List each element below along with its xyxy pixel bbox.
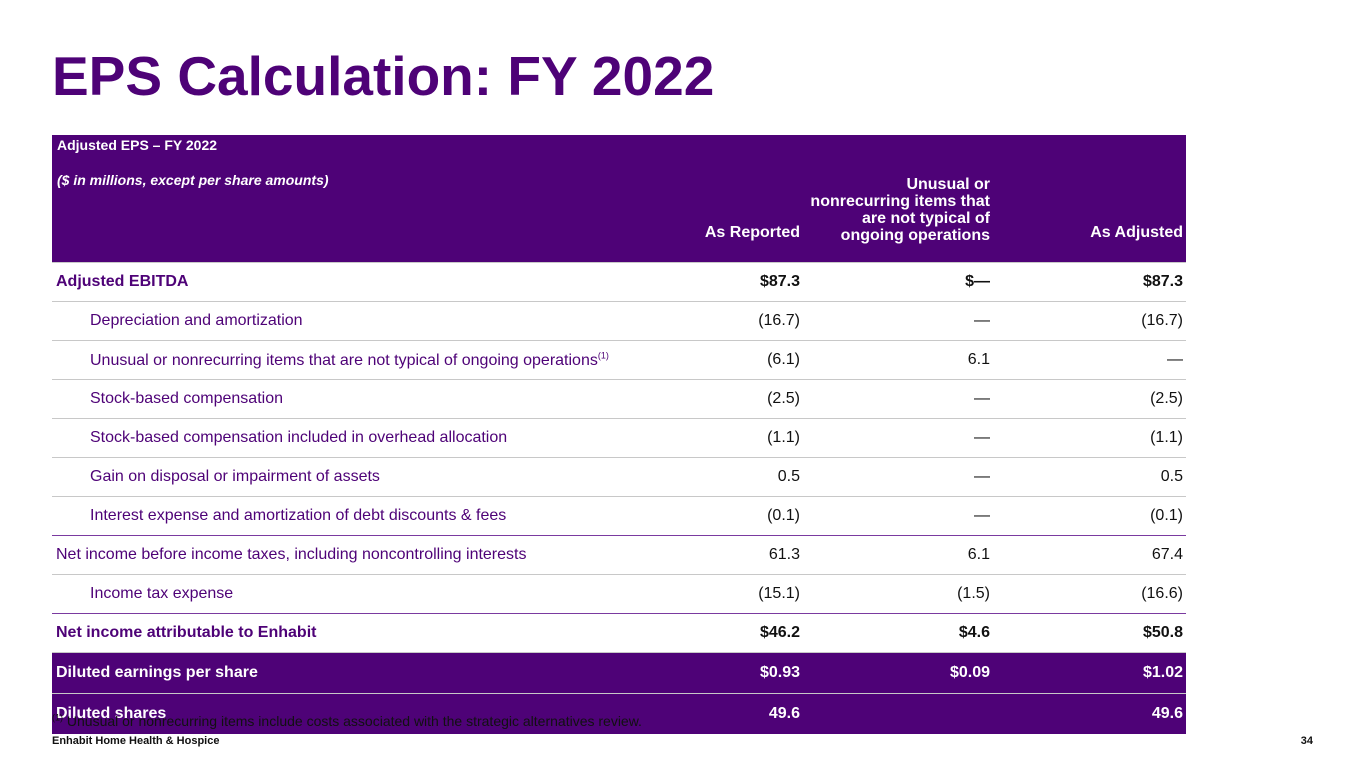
table-caption: Adjusted EPS – FY 2022: [57, 137, 218, 153]
cell-unusual-items: $0.09: [803, 652, 993, 694]
cell-as-adjusted: (16.7): [993, 301, 1186, 341]
cell-as-reported: $0.93: [622, 652, 803, 694]
cell-as-reported: 0.5: [622, 457, 803, 497]
cell-as-reported: (16.7): [622, 301, 803, 341]
footnote-marker: (1): [597, 350, 609, 361]
cell-as-adjusted: $87.3: [993, 262, 1186, 302]
cell-unusual-items: 6.1: [803, 340, 993, 380]
table-header-row: Adjusted EPS – FY 2022 ($ in millions, e…: [52, 135, 1186, 263]
footnote-text: Unusual or nonrecurring items include co…: [63, 713, 642, 729]
cell-as-adjusted: (0.1): [993, 496, 1186, 536]
table-units-note: ($ in millions, except per share amounts…: [57, 172, 329, 188]
column-header-unusual-items: Unusual or nonrecurring items that are n…: [803, 135, 993, 263]
row-label: Adjusted EBITDA: [52, 262, 622, 302]
page-title: EPS Calculation: FY 2022: [52, 45, 715, 107]
header-label-cell: Adjusted EPS – FY 2022 ($ in millions, e…: [52, 135, 622, 263]
table-row: Stock-based compensation included in ove…: [52, 418, 1186, 458]
row-label: Diluted shares: [52, 693, 622, 734]
cell-as-adjusted: $50.8: [993, 613, 1186, 653]
row-label: Depreciation and amortization: [52, 301, 622, 341]
table-row-highlight: Diluted earnings per share $0.93 $0.09 $…: [52, 652, 1186, 694]
table-row: Income tax expense (15.1) (1.5) (16.6): [52, 574, 1186, 614]
cell-unusual-items: —: [803, 496, 993, 536]
cell-unusual-items: —: [803, 457, 993, 497]
cell-unusual-items: $—: [803, 262, 993, 302]
table-row-highlight: Diluted shares 49.6 49.6: [52, 693, 1186, 734]
cell-as-reported: $46.2: [622, 613, 803, 653]
cell-as-adjusted: (1.1): [993, 418, 1186, 458]
table-row: Stock-based compensation (2.5) — (2.5): [52, 379, 1186, 419]
cell-as-adjusted: 49.6: [993, 693, 1186, 734]
cell-unusual-items: 6.1: [803, 535, 993, 575]
cell-unusual-items: $4.6: [803, 613, 993, 653]
footer-company-name: Enhabit Home Health & Hospice: [52, 735, 220, 747]
cell-as-reported: (0.1): [622, 496, 803, 536]
cell-as-adjusted: —: [993, 340, 1186, 380]
row-label: Net income attributable to Enhabit: [52, 613, 622, 653]
row-label: Net income before income taxes, includin…: [52, 535, 622, 575]
cell-as-reported: 61.3: [622, 535, 803, 575]
cell-unusual-items: (1.5): [803, 574, 993, 614]
cell-as-reported: 49.6: [622, 693, 803, 734]
page-number: 34: [1300, 735, 1313, 747]
row-label: Unusual or nonrecurring items that are n…: [52, 340, 622, 380]
cell-as-reported: (15.1): [622, 574, 803, 614]
cell-as-reported: $87.3: [622, 262, 803, 302]
row-label: Stock-based compensation: [52, 379, 622, 419]
table-row: Net income before income taxes, includin…: [52, 535, 1186, 575]
table-row: Interest expense and amortization of deb…: [52, 496, 1186, 536]
cell-as-adjusted: (2.5): [993, 379, 1186, 419]
cell-unusual-items: —: [803, 301, 993, 341]
row-label: Diluted earnings per share: [52, 652, 622, 694]
footnote-marker: (1): [52, 712, 63, 723]
cell-as-adjusted: 67.4: [993, 535, 1186, 575]
cell-as-reported: (6.1): [622, 340, 803, 380]
row-label: Stock-based compensation included in ove…: [52, 418, 622, 458]
row-label: Interest expense and amortization of deb…: [52, 496, 622, 536]
table-row: Gain on disposal or impairment of assets…: [52, 457, 1186, 497]
table-row: Net income attributable to Enhabit $46.2…: [52, 613, 1186, 653]
row-label: Income tax expense: [52, 574, 622, 614]
table-row: Unusual or nonrecurring items that are n…: [52, 340, 1186, 380]
cell-as-reported: (2.5): [622, 379, 803, 419]
table-row: Depreciation and amortization (16.7) — (…: [52, 301, 1186, 341]
cell-as-adjusted: (16.6): [993, 574, 1186, 614]
cell-unusual-items: —: [803, 379, 993, 419]
column-header-as-reported: As Reported: [622, 135, 803, 263]
eps-table: Adjusted EPS – FY 2022 ($ in millions, e…: [52, 135, 1186, 734]
cell-as-reported: (1.1): [622, 418, 803, 458]
row-label: Gain on disposal or impairment of assets: [52, 457, 622, 497]
cell-unusual-items: [803, 693, 993, 734]
row-label-text: Unusual or nonrecurring items that are n…: [90, 351, 598, 369]
footnote: (1) Unusual or nonrecurring items includ…: [52, 713, 642, 729]
cell-unusual-items: —: [803, 418, 993, 458]
cell-as-adjusted: 0.5: [993, 457, 1186, 497]
table-row: Adjusted EBITDA $87.3 $— $87.3: [52, 262, 1186, 302]
cell-as-adjusted: $1.02: [993, 652, 1186, 694]
column-header-as-adjusted: As Adjusted: [993, 135, 1186, 263]
